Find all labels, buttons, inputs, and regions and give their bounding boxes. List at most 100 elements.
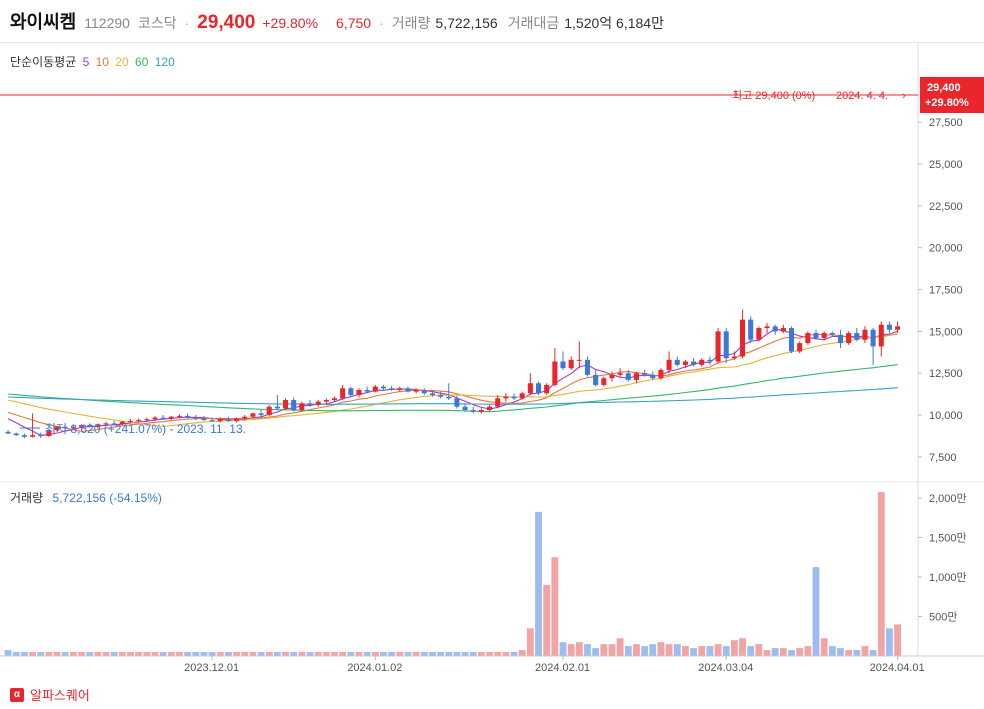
- volume-bar: [412, 652, 420, 656]
- volume-bar: [828, 646, 836, 656]
- volume-bar: [12, 652, 20, 656]
- candle-body: [136, 420, 142, 422]
- candle-body: [176, 415, 182, 417]
- ma-120-label: 120: [154, 55, 175, 69]
- volume-bar: [845, 650, 853, 656]
- candle-body: [503, 396, 509, 399]
- volume-legend-label: 거래량: [10, 491, 44, 505]
- volume-bar: [347, 652, 355, 656]
- high-annotation: 최고 29,400 (0%): [732, 89, 815, 102]
- candle-body: [462, 406, 468, 411]
- volume-bar: [176, 652, 183, 656]
- volume-bar: [886, 628, 893, 656]
- candle-body: [519, 393, 525, 399]
- candle-body: [103, 423, 109, 425]
- candle-body: [658, 369, 664, 379]
- volume-bar: [510, 652, 518, 656]
- candle-body: [315, 401, 321, 406]
- volume-bar: [788, 650, 795, 656]
- candle-body: [299, 403, 305, 411]
- candle-body: [209, 420, 215, 422]
- candle-body: [234, 418, 240, 421]
- price-tick-label: 7,500: [929, 452, 957, 464]
- candle-body: [160, 417, 166, 419]
- candle-body: [617, 373, 623, 375]
- volume-bar: [665, 644, 673, 656]
- alphasquare-logo-icon: α: [10, 687, 24, 702]
- candle-body: [111, 423, 117, 425]
- candle-body: [633, 373, 639, 380]
- volume-legend: 거래량 5,722,156 (-54.15%): [10, 489, 162, 506]
- candle-body: [495, 398, 501, 407]
- candle-body: [666, 359, 672, 370]
- volume-bar: [502, 652, 510, 656]
- candle-body: [258, 413, 264, 416]
- candle-body: [389, 388, 395, 390]
- volume-bar: [861, 646, 869, 656]
- volume-bar: [559, 642, 567, 656]
- volume-bar: [4, 650, 12, 656]
- candle-body: [748, 319, 754, 340]
- candle-body: [560, 361, 566, 369]
- candle-body: [364, 389, 370, 392]
- candle-body: [650, 374, 656, 379]
- candle-body: [397, 388, 403, 390]
- candle-body: [723, 331, 729, 359]
- candle-body: [780, 328, 786, 332]
- candle-body: [429, 393, 435, 395]
- candle-body: [829, 333, 835, 335]
- candle-body: [813, 333, 819, 339]
- candle-body: [405, 388, 411, 392]
- volume-bar: [494, 652, 502, 656]
- change-percent: +29.80%: [262, 15, 319, 31]
- ma-60-line: [8, 364, 898, 413]
- volume-bar: [233, 652, 241, 656]
- volume-bar: [894, 624, 902, 656]
- candle-body: [54, 426, 60, 431]
- price-tick-label: 20,000: [929, 243, 963, 255]
- volume-bar: [298, 652, 306, 656]
- candle-body: [372, 386, 378, 392]
- candle-body: [527, 383, 533, 394]
- volume-bar: [592, 648, 600, 656]
- volume-bar: [535, 511, 542, 656]
- candle-body: [470, 410, 476, 412]
- amount-value: 1,520억 6,184만: [564, 15, 664, 31]
- volume-bar: [706, 646, 714, 656]
- brand-footer[interactable]: α 알파스퀘어: [10, 685, 90, 704]
- volume-bar: [714, 644, 722, 656]
- price-tick-label: 17,500: [929, 285, 963, 297]
- volume-bar: [420, 652, 428, 656]
- volume-bar: [94, 652, 102, 656]
- volume-value: 5,722,156: [435, 15, 498, 31]
- volume-bar: [45, 652, 53, 656]
- header-divider: [0, 42, 984, 43]
- candle-body: [225, 419, 231, 421]
- volume-bar: [853, 650, 861, 656]
- candle-body: [593, 374, 599, 385]
- volume-bar: [453, 652, 461, 656]
- candle-body: [837, 334, 844, 344]
- candle-body: [731, 356, 737, 359]
- ma-10-line: [7, 333, 898, 432]
- candle-body: [46, 430, 52, 436]
- separator-dot: ·: [379, 15, 384, 31]
- volume-bar: [608, 644, 616, 656]
- candle-body: [862, 329, 868, 340]
- candle-body: [674, 359, 680, 365]
- volume-bar: [339, 652, 347, 656]
- volume-bar: [551, 557, 559, 656]
- volume-bar: [779, 648, 787, 656]
- volume-bar: [249, 652, 257, 656]
- ma-legend[interactable]: 단순이동평균 5 10 20 60 120: [10, 53, 178, 70]
- price-tick-label: 27,500: [929, 117, 963, 129]
- price-tag: [920, 77, 984, 113]
- candle-body: [707, 359, 713, 362]
- volume-bar: [771, 648, 779, 656]
- candle-body: [854, 333, 860, 340]
- volume-bar: [877, 492, 885, 656]
- volume-bar: [355, 652, 363, 656]
- price-tick-label: 25,000: [929, 159, 963, 171]
- volume-bar: [477, 652, 485, 656]
